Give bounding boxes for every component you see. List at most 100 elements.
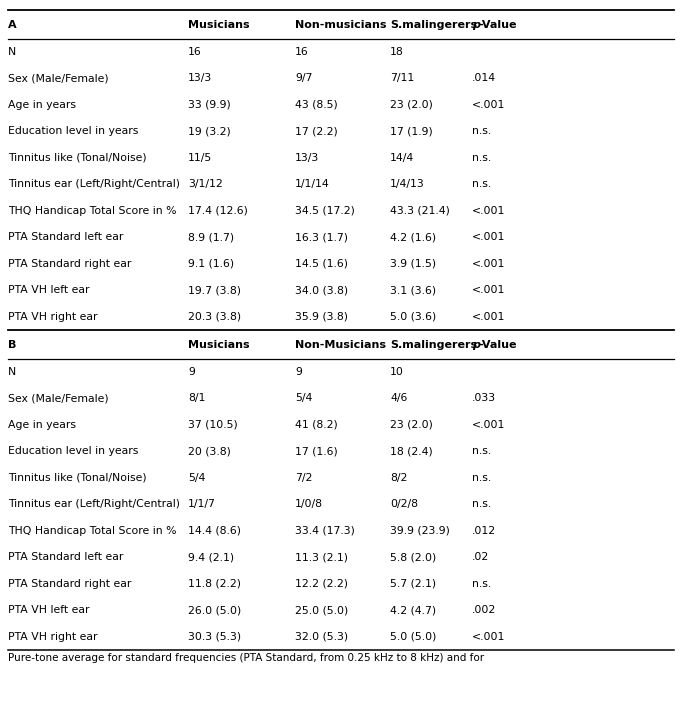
Text: <.001: <.001 xyxy=(472,420,505,429)
Text: 17 (2.2): 17 (2.2) xyxy=(295,126,338,137)
Text: Education level in years: Education level in years xyxy=(8,446,138,456)
Text: n.s.: n.s. xyxy=(472,499,491,509)
Text: Sex (Male/Female): Sex (Male/Female) xyxy=(8,394,109,403)
Text: 3.9 (1.5): 3.9 (1.5) xyxy=(390,259,436,269)
Text: 14/4: 14/4 xyxy=(390,153,415,163)
Text: PTA VH left ear: PTA VH left ear xyxy=(8,285,90,295)
Text: A: A xyxy=(8,20,16,30)
Text: 18: 18 xyxy=(390,46,404,57)
Text: <.001: <.001 xyxy=(472,259,505,269)
Text: 32.0 (5.3): 32.0 (5.3) xyxy=(295,631,348,642)
Text: 1/1/14: 1/1/14 xyxy=(295,180,330,189)
Text: 7/11: 7/11 xyxy=(390,73,415,83)
Text: 34.5 (17.2): 34.5 (17.2) xyxy=(295,206,355,215)
Text: <.001: <.001 xyxy=(472,285,505,295)
Text: .002: .002 xyxy=(472,605,497,615)
Text: 5/4: 5/4 xyxy=(295,394,313,403)
Text: PTA VH left ear: PTA VH left ear xyxy=(8,605,90,615)
Text: B: B xyxy=(8,340,16,351)
Text: n.s.: n.s. xyxy=(472,446,491,456)
Text: 5.0 (5.0): 5.0 (5.0) xyxy=(390,631,436,642)
Text: 20 (3.8): 20 (3.8) xyxy=(188,446,231,456)
Text: 10: 10 xyxy=(390,367,404,377)
Text: Age in years: Age in years xyxy=(8,100,76,110)
Text: Tinnitus like (Tonal/Noise): Tinnitus like (Tonal/Noise) xyxy=(8,153,146,163)
Text: PTA Standard left ear: PTA Standard left ear xyxy=(8,232,123,242)
Text: 0/2/8: 0/2/8 xyxy=(390,499,418,509)
Text: .012: .012 xyxy=(472,526,496,536)
Text: <.001: <.001 xyxy=(472,631,505,642)
Text: 14.4 (8.6): 14.4 (8.6) xyxy=(188,526,241,536)
Text: 23 (2.0): 23 (2.0) xyxy=(390,420,433,429)
Text: 5.8 (2.0): 5.8 (2.0) xyxy=(390,552,436,562)
Text: <.001: <.001 xyxy=(472,206,505,215)
Text: PTA Standard right ear: PTA Standard right ear xyxy=(8,579,131,589)
Text: Non-musicians: Non-musicians xyxy=(295,20,386,30)
Text: 13/3: 13/3 xyxy=(188,73,212,83)
Text: 11/5: 11/5 xyxy=(188,153,212,163)
Text: N: N xyxy=(8,46,16,57)
Text: 16: 16 xyxy=(188,46,202,57)
Text: 7/2: 7/2 xyxy=(295,473,313,483)
Text: 39.9 (23.9): 39.9 (23.9) xyxy=(390,526,450,536)
Text: Education level in years: Education level in years xyxy=(8,126,138,137)
Text: THQ Handicap Total Score in %: THQ Handicap Total Score in % xyxy=(8,206,176,215)
Text: .02: .02 xyxy=(472,552,489,562)
Text: n.s.: n.s. xyxy=(472,153,491,163)
Text: p: p xyxy=(472,20,480,30)
Text: 9/7: 9/7 xyxy=(295,73,313,83)
Text: 3.1 (3.6): 3.1 (3.6) xyxy=(390,285,436,295)
Text: Age in years: Age in years xyxy=(8,420,76,429)
Text: 19 (3.2): 19 (3.2) xyxy=(188,126,231,137)
Text: 17 (1.6): 17 (1.6) xyxy=(295,446,338,456)
Text: 1/1/7: 1/1/7 xyxy=(188,499,216,509)
Text: -Value: -Value xyxy=(479,340,517,351)
Text: 43.3 (21.4): 43.3 (21.4) xyxy=(390,206,450,215)
Text: PTA VH right ear: PTA VH right ear xyxy=(8,312,98,322)
Text: Tinnitus ear (Left/Right/Central): Tinnitus ear (Left/Right/Central) xyxy=(8,180,180,189)
Text: 9: 9 xyxy=(295,367,302,377)
Text: 9.1 (1.6): 9.1 (1.6) xyxy=(188,259,234,269)
Text: THQ Handicap Total Score in %: THQ Handicap Total Score in % xyxy=(8,526,176,536)
Text: PTA Standard right ear: PTA Standard right ear xyxy=(8,259,131,269)
Text: .014: .014 xyxy=(472,73,496,83)
Text: 18 (2.4): 18 (2.4) xyxy=(390,446,433,456)
Text: 1/0/8: 1/0/8 xyxy=(295,499,323,509)
Text: 3/1/12: 3/1/12 xyxy=(188,180,223,189)
Text: 11.3 (2.1): 11.3 (2.1) xyxy=(295,552,348,562)
Text: S.malingerers: S.malingerers xyxy=(390,20,477,30)
Text: p: p xyxy=(472,340,480,351)
Text: 17 (1.9): 17 (1.9) xyxy=(390,126,433,137)
Text: 13/3: 13/3 xyxy=(295,153,319,163)
Text: 34.0 (3.8): 34.0 (3.8) xyxy=(295,285,348,295)
Text: Sex (Male/Female): Sex (Male/Female) xyxy=(8,73,109,83)
Text: 37 (10.5): 37 (10.5) xyxy=(188,420,238,429)
Text: 5.7 (2.1): 5.7 (2.1) xyxy=(390,579,436,589)
Text: PTA Standard left ear: PTA Standard left ear xyxy=(8,552,123,562)
Text: 41 (8.2): 41 (8.2) xyxy=(295,420,338,429)
Text: 33 (9.9): 33 (9.9) xyxy=(188,100,231,110)
Text: Musicians: Musicians xyxy=(188,340,250,351)
Text: S.malingerers: S.malingerers xyxy=(390,340,477,351)
Text: 25.0 (5.0): 25.0 (5.0) xyxy=(295,605,348,615)
Text: 5.0 (3.6): 5.0 (3.6) xyxy=(390,312,436,322)
Text: .033: .033 xyxy=(472,394,496,403)
Text: 16: 16 xyxy=(295,46,308,57)
Text: 33.4 (17.3): 33.4 (17.3) xyxy=(295,526,355,536)
Text: n.s.: n.s. xyxy=(472,126,491,137)
Text: 14.5 (1.6): 14.5 (1.6) xyxy=(295,259,348,269)
Text: -Value: -Value xyxy=(479,20,517,30)
Text: 19.7 (3.8): 19.7 (3.8) xyxy=(188,285,241,295)
Text: Tinnitus like (Tonal/Noise): Tinnitus like (Tonal/Noise) xyxy=(8,473,146,483)
Text: 43 (8.5): 43 (8.5) xyxy=(295,100,338,110)
Text: 12.2 (2.2): 12.2 (2.2) xyxy=(295,579,348,589)
Text: 8/2: 8/2 xyxy=(390,473,408,483)
Text: 17.4 (12.6): 17.4 (12.6) xyxy=(188,206,248,215)
Text: 23 (2.0): 23 (2.0) xyxy=(390,100,433,110)
Text: 11.8 (2.2): 11.8 (2.2) xyxy=(188,579,241,589)
Text: 26.0 (5.0): 26.0 (5.0) xyxy=(188,605,241,615)
Text: <.001: <.001 xyxy=(472,232,505,242)
Text: N: N xyxy=(8,367,16,377)
Text: 8.9 (1.7): 8.9 (1.7) xyxy=(188,232,234,242)
Text: <.001: <.001 xyxy=(472,100,505,110)
